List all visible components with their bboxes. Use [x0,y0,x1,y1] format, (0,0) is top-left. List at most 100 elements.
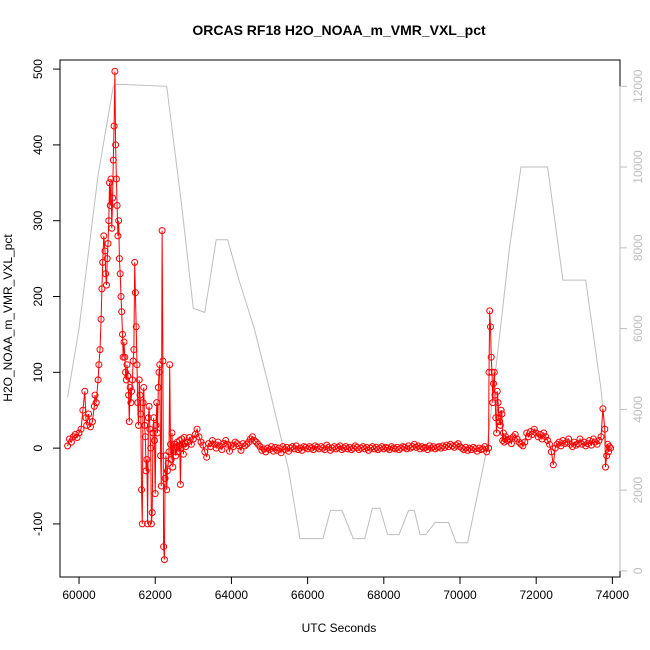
data-point [122,368,129,376]
data-point [144,414,152,422]
data-point [160,543,168,551]
data-point [159,357,167,365]
data-point [151,490,159,498]
data-point [368,443,376,451]
data-point [115,217,123,225]
data-point [95,361,103,369]
data-point [591,438,599,446]
data-point [157,452,165,460]
data-point [144,520,152,528]
data-point [130,346,138,354]
data-point [124,372,132,380]
y2-tick-label: 10000 [631,150,645,184]
data-point [85,410,93,418]
data-point [112,175,120,183]
data-point [145,402,153,410]
data-point [487,353,495,361]
data-point [491,391,499,399]
data-point [176,481,184,488]
x-tick-label: 62000 [139,588,173,602]
data-point [137,410,145,418]
data-point [248,433,256,441]
data-point [75,429,83,437]
data-point [104,240,112,247]
data-point [485,368,493,376]
data-point [323,441,331,449]
data-point [599,405,607,413]
x-tick-label: 66000 [291,588,325,602]
data-point [166,361,174,369]
data-point [154,429,161,437]
data-point [203,453,211,461]
data-point [153,399,161,407]
y-tick-label: -100 [31,512,45,536]
data-point [595,437,603,444]
data-point [553,440,561,448]
y2-tick-label: 4000 [631,396,645,423]
data-point [342,443,350,451]
y2-tick-label: 6000 [631,315,645,342]
data-point [163,486,171,494]
data-point [88,418,96,426]
data-point [603,452,611,460]
data-point [568,443,576,451]
data-point [94,376,102,384]
data-point [167,440,174,448]
x-tick-label: 70000 [443,588,477,602]
data-point [464,446,472,454]
data-point [165,448,173,456]
data-point [496,421,504,429]
data-point [226,447,233,455]
data-point [135,376,143,384]
data-point [256,443,264,451]
data-point [262,448,270,456]
data-point [184,438,192,446]
data-point [530,425,538,433]
data-point [437,444,445,452]
data-point [149,429,157,437]
data-point [486,307,494,315]
y2-tick-label: 8000 [631,234,645,261]
y-tick-label: 400 [31,135,45,155]
data-point [120,338,128,346]
data-point [158,227,166,235]
data-point [601,425,609,433]
data-point [193,425,201,433]
data-point [593,440,601,448]
data-point [264,444,272,452]
data-point [129,357,137,365]
data-point [112,141,120,149]
data-point [103,255,111,263]
data-point [496,418,504,426]
data-point [99,258,107,266]
data-point [101,247,109,255]
data-point [92,399,100,407]
data-point [186,434,193,441]
data-point [247,435,254,443]
data-point [139,399,147,407]
data-point [147,444,155,452]
data-point [91,391,99,399]
data-point [179,450,187,458]
data-point [605,443,613,451]
y2-tick-label: 12000 [631,69,645,103]
y2-tick-label: 2000 [631,476,645,503]
data-point [109,156,117,164]
x-tick-label: 72000 [520,588,554,602]
data-point [138,486,145,494]
chart-title: ORCAS RF18 H2O_NOAA_m_VMR_VXL_pct [192,22,486,38]
data-point [175,442,183,450]
data-point [117,293,125,300]
data-point [157,482,165,490]
h2o-series [64,67,614,564]
data-point [517,440,525,448]
data-point [605,448,613,456]
data-point [448,442,456,450]
data-point [269,447,277,455]
data-point [490,380,497,388]
data-point [534,433,542,441]
data-point [483,448,491,456]
data-point [182,443,190,451]
y-axis-right: 0 2000 4000 6000 8000 10000 12000 [619,69,645,574]
